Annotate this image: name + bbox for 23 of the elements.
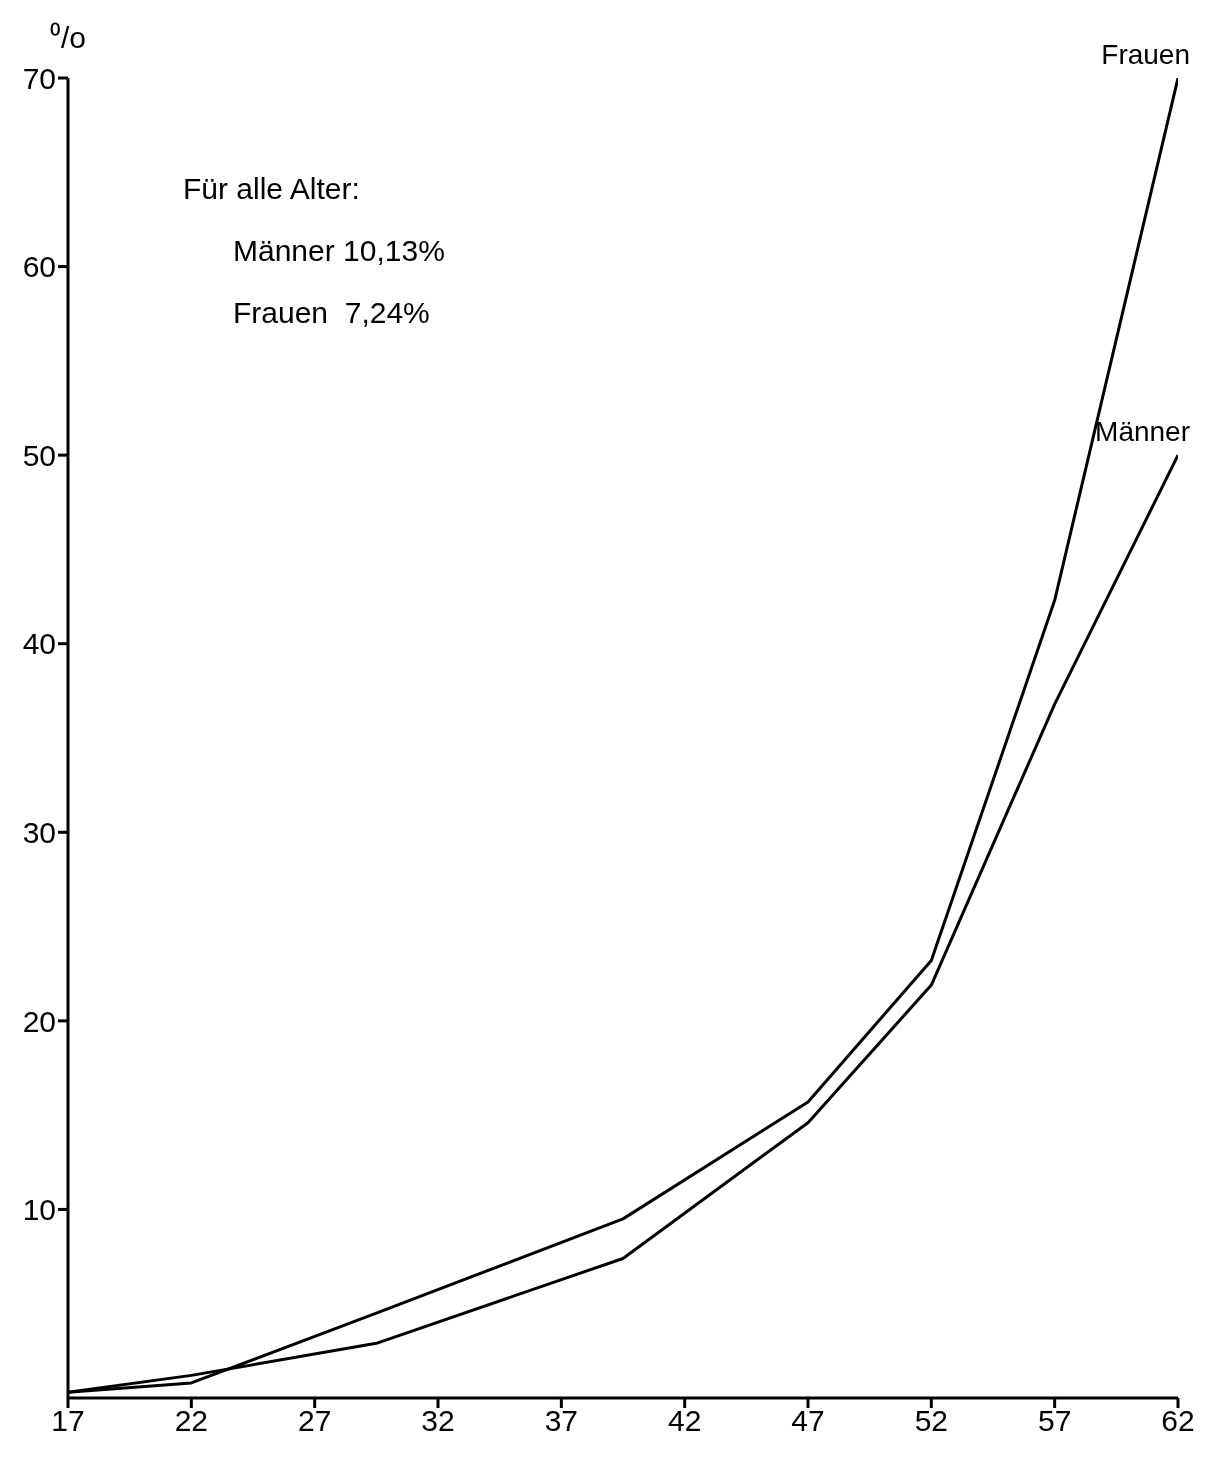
- y-tick-label: 40: [22, 627, 56, 661]
- x-tick-label: 47: [791, 1404, 825, 1438]
- y-tick-label: 50: [22, 438, 56, 472]
- y-tick-label: 60: [22, 250, 56, 284]
- series-label: Männer: [1095, 416, 1190, 448]
- y-tick-label: 10: [22, 1193, 56, 1227]
- annotation: Für alle Alter:: [183, 171, 361, 207]
- y-tick-label: 70: [22, 61, 56, 95]
- x-tick-label: 32: [421, 1404, 455, 1438]
- x-tick-label: 52: [914, 1404, 949, 1438]
- x-tick-label: 17: [51, 1404, 85, 1438]
- x-tick-label: 57: [1037, 1404, 1072, 1438]
- x-tick-label: 62: [1161, 1404, 1195, 1438]
- x-tick-label: 37: [544, 1404, 579, 1438]
- y-tick-label: 30: [22, 815, 56, 849]
- x-tick-label: 27: [297, 1404, 332, 1438]
- y-axis-title: ⁰/o: [50, 20, 87, 56]
- y-tick-label: 20: [22, 1004, 56, 1038]
- x-tick-label: 42: [667, 1404, 702, 1438]
- x-tick-label: 22: [174, 1404, 209, 1438]
- series-label: Frauen: [1101, 39, 1190, 70]
- annotation: Männer 10,13%: [232, 233, 445, 269]
- annotation: Frauen 7,24%: [232, 295, 431, 331]
